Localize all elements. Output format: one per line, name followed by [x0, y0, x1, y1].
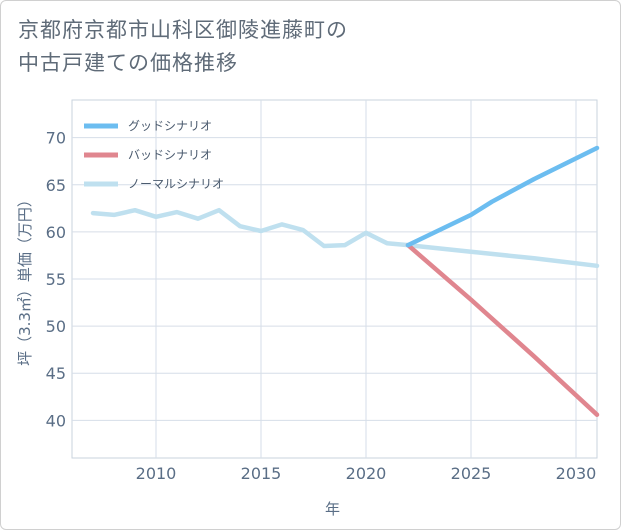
legend-label: グッドシナリオ	[128, 119, 212, 133]
chart-title-line-1: 京都府京都市山科区御陵進藤町の	[18, 18, 348, 42]
chart-title: 京都府京都市山科区御陵進藤町の 中古戸建ての価格推移	[18, 14, 458, 80]
series-lines	[90, 145, 600, 417]
axis-ticks: 2010 2015 2020 2025 2030 40 45 50 55 60 65 70	[46, 129, 597, 483]
series-line-bad	[405, 242, 600, 417]
y-tick-label: 65	[46, 176, 66, 195]
legend-label: ノーマルシナリオ	[128, 177, 224, 191]
x-axis-label: 年	[325, 500, 340, 518]
x-tick-label: 2015	[241, 464, 282, 483]
x-tick-label: 2020	[346, 464, 387, 483]
grid-lines	[72, 100, 597, 458]
chart-title-line-2: 中古戸建ての価格推移	[18, 51, 238, 75]
y-tick-label: 50	[46, 317, 66, 336]
y-tick-label: 45	[46, 364, 66, 383]
y-tick-label: 40	[46, 411, 66, 430]
x-tick-label: 2010	[136, 464, 177, 483]
y-tick-label: 60	[46, 223, 66, 242]
y-tick-label: 70	[46, 129, 66, 148]
y-axis-label: 坪（3.3㎡）単価（万円）	[16, 192, 34, 366]
x-tick-label: 2030	[556, 464, 597, 483]
x-tick-label: 2025	[451, 464, 492, 483]
y-tick-label: 55	[46, 270, 66, 289]
legend-label: バッドシナリオ	[128, 148, 212, 162]
series-line-good	[405, 145, 600, 248]
